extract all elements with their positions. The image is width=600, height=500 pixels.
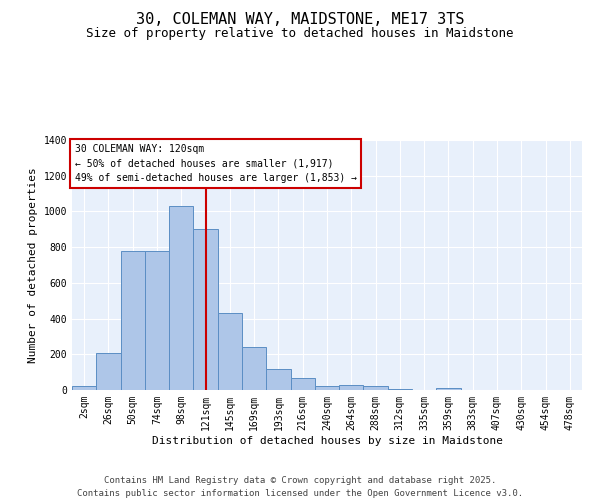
Text: 30, COLEMAN WAY, MAIDSTONE, ME17 3TS: 30, COLEMAN WAY, MAIDSTONE, ME17 3TS [136, 12, 464, 28]
Bar [169, 206, 193, 390]
Bar [218, 313, 242, 390]
X-axis label: Distribution of detached houses by size in Maidstone: Distribution of detached houses by size … [151, 436, 503, 446]
Text: 30 COLEMAN WAY: 120sqm
← 50% of detached houses are smaller (1,917)
49% of semi-: 30 COLEMAN WAY: 120sqm ← 50% of detached… [74, 144, 356, 184]
Bar [364, 386, 388, 390]
Bar [266, 370, 290, 390]
Bar [315, 386, 339, 390]
Bar [121, 250, 145, 390]
Bar [72, 386, 96, 390]
Bar [96, 352, 121, 390]
Bar [339, 384, 364, 390]
Bar [193, 230, 218, 390]
Y-axis label: Number of detached properties: Number of detached properties [28, 167, 38, 363]
Bar [145, 250, 169, 390]
Text: Size of property relative to detached houses in Maidstone: Size of property relative to detached ho… [86, 28, 514, 40]
Bar [290, 378, 315, 390]
Bar [388, 388, 412, 390]
Bar [242, 347, 266, 390]
Text: Contains HM Land Registry data © Crown copyright and database right 2025.
Contai: Contains HM Land Registry data © Crown c… [77, 476, 523, 498]
Bar [436, 388, 461, 390]
